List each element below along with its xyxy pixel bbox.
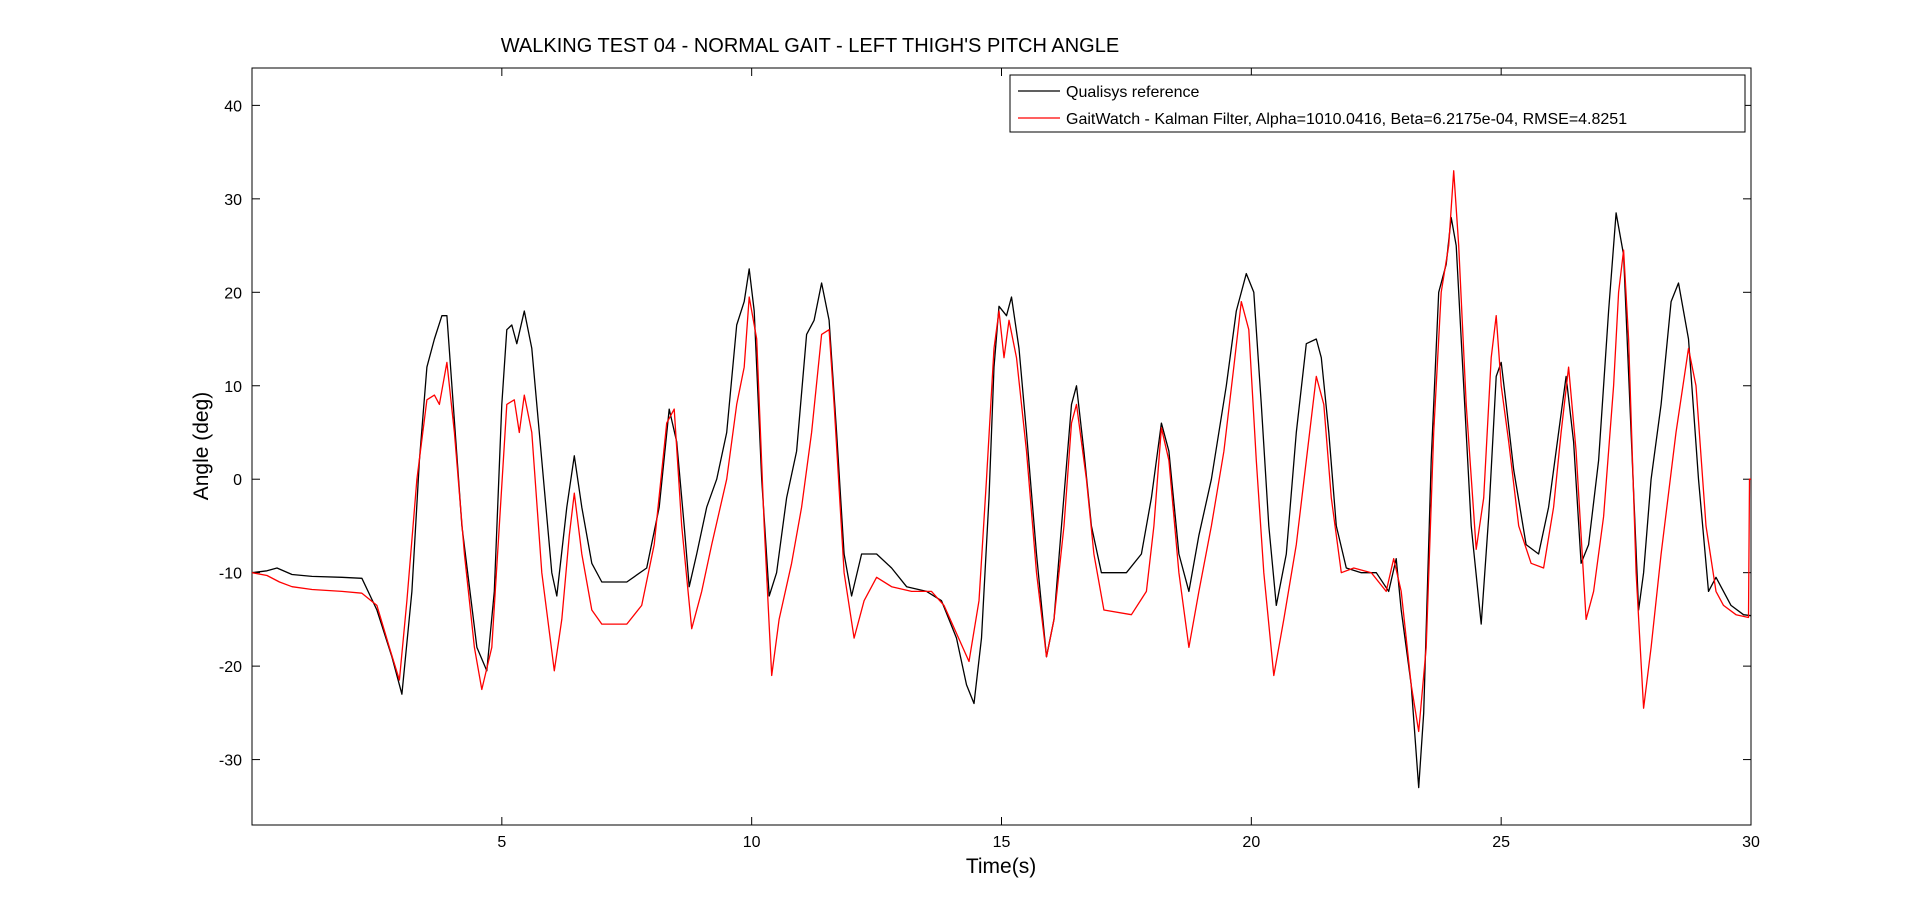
legend-box [1009,74,1746,133]
y-tick-label: 0 [233,472,242,489]
y-axis-ticks: -30 -20 -10 0 10 20 30 40 [219,98,1751,770]
x-tick-label: 10 [743,834,761,851]
series-layer [251,170,1752,789]
y-axis-label: Angle (deg) [190,392,213,501]
y-tick-label: 30 [224,192,242,209]
legend-label-gaitwatch: GaitWatch - Kalman Filter, Alpha=1010.04… [1066,111,1627,128]
plot-area [251,67,1752,826]
x-tick-label: 5 [497,834,506,851]
x-tick-label: 25 [1492,834,1510,851]
y-tick-label: 20 [224,285,242,302]
legend-label-qualisys: Qualisys reference [1066,84,1199,101]
y-tick-label: 10 [224,379,242,396]
x-tick-label: 30 [1742,834,1760,851]
y-tick-label: -20 [219,659,242,676]
chart-title: WALKING TEST 04 - NORMAL GAIT - LEFT THI… [501,35,1119,57]
x-tick-label: 15 [993,834,1011,851]
series-line-gaitwatch [251,170,1751,733]
x-tick-label: 20 [1242,834,1260,851]
y-tick-label: -30 [219,753,242,770]
x-axis-label: Time(s) [966,855,1036,878]
legend: Qualisys reference GaitWatch - Kalman Fi… [1009,74,1746,133]
series-line-qualisys [251,212,1752,789]
y-tick-label: 40 [224,98,242,115]
y-tick-label: -10 [219,566,242,583]
x-axis-ticks: 5 10 15 20 25 30 [497,68,1760,851]
